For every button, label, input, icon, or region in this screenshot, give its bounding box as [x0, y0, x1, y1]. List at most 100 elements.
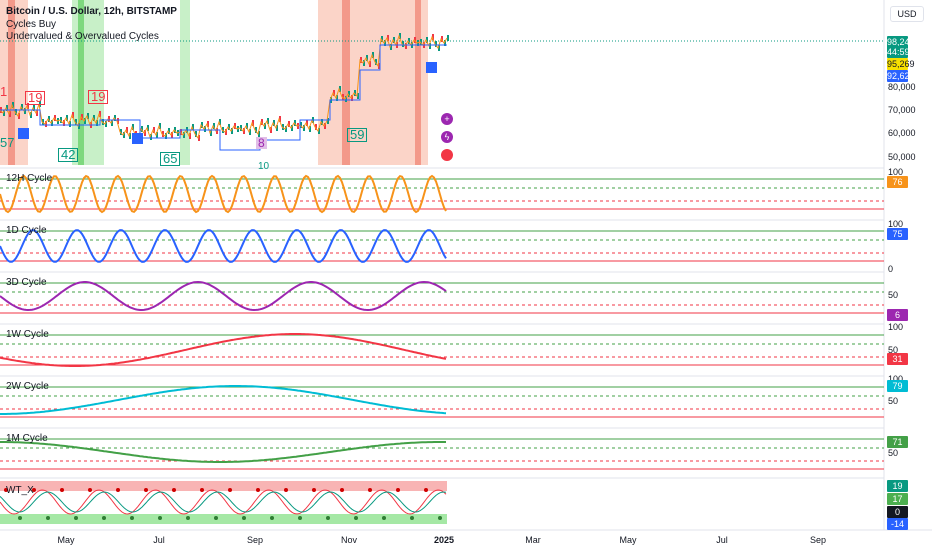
pane-title-wtx[interactable]: WT_X — [6, 485, 34, 496]
wt-dot — [200, 488, 204, 492]
level-badge-yellow: 95,269 — [887, 58, 915, 70]
pane-title-1m[interactable]: 1M Cycle — [6, 433, 48, 444]
support-steps — [0, 44, 447, 151]
pane-title-2w[interactable]: 2W Cycle — [6, 381, 49, 392]
wt-dot — [242, 516, 246, 520]
badge-1d: 75 — [887, 228, 908, 240]
cycle-line — [0, 333, 447, 367]
badge-wt-1: 19 — [887, 480, 908, 492]
candle — [42, 119, 44, 125]
candle — [300, 122, 302, 128]
candle — [162, 131, 164, 137]
candle — [255, 127, 257, 133]
candle — [345, 96, 347, 102]
candle — [189, 133, 191, 139]
pane-title-12h[interactable]: 12H Cycle — [6, 173, 53, 184]
plus-icon[interactable]: + — [441, 113, 453, 125]
cycle-number: 10 — [258, 161, 270, 172]
pane-title-1w[interactable]: 1W Cycle — [6, 329, 49, 340]
wt-dot — [228, 488, 232, 492]
candle — [285, 126, 287, 132]
candle — [390, 44, 392, 50]
wt-dot — [18, 516, 22, 520]
time-tick: Nov — [340, 535, 358, 545]
candle — [147, 125, 149, 131]
cycle-number: 19 — [25, 91, 46, 105]
candle — [192, 124, 194, 130]
price-tick: 70,000 — [888, 105, 916, 115]
pane-title-1d[interactable]: 1D Cycle — [6, 225, 47, 236]
candle — [309, 126, 311, 132]
candle — [447, 35, 449, 41]
candle — [60, 117, 62, 123]
candle — [210, 130, 212, 136]
candle — [219, 119, 221, 125]
currency-button[interactable]: USD — [890, 6, 924, 22]
time-tick: Sep — [809, 535, 827, 545]
candle — [306, 120, 308, 126]
candle — [342, 94, 344, 100]
wt-dot — [438, 516, 442, 520]
wt-dot — [424, 488, 428, 492]
badge-wt-2: 17 — [887, 493, 908, 505]
time-tick: May — [619, 535, 637, 545]
candle — [426, 37, 428, 43]
badge-1w: 31 — [887, 353, 908, 365]
candle — [114, 115, 116, 121]
wt-dot — [130, 516, 134, 520]
wt-dot — [368, 488, 372, 492]
time-tick: 2025 — [433, 535, 455, 545]
candle — [372, 52, 374, 58]
candle — [129, 133, 131, 139]
candle — [381, 36, 383, 42]
wt-dot — [158, 516, 162, 520]
candle — [429, 43, 431, 49]
indicator-cycles[interactable]: Undervalued & Overvalued Cycles — [6, 31, 159, 42]
candle — [84, 118, 86, 124]
badge-wt-3: 0 — [887, 506, 908, 518]
candle — [315, 124, 317, 130]
time-tick: May — [57, 535, 75, 545]
candle — [264, 123, 266, 129]
cycle-number: 8 — [256, 136, 267, 150]
badge-wt-4: -14 — [887, 518, 908, 530]
candle — [66, 115, 68, 121]
candle — [18, 113, 20, 119]
wt-line — [0, 489, 447, 515]
candle — [351, 95, 353, 101]
candle — [228, 124, 230, 130]
candle — [252, 120, 254, 126]
candle — [27, 103, 29, 109]
candle — [375, 59, 377, 65]
overvalued-zone — [342, 0, 350, 165]
candle — [348, 91, 350, 97]
pane-tick: 0 — [888, 264, 894, 274]
candle — [171, 132, 173, 138]
candle — [153, 127, 155, 133]
candle — [420, 39, 422, 45]
candle — [405, 43, 407, 49]
pane-title-3d[interactable]: 3D Cycle — [6, 277, 47, 288]
candle — [99, 111, 101, 117]
wt-dot — [298, 516, 302, 520]
candle — [165, 133, 167, 139]
candle — [288, 121, 290, 127]
candle — [150, 134, 152, 140]
candle — [69, 121, 71, 127]
cycle-line — [0, 385, 447, 415]
wt-dot — [74, 516, 78, 520]
candle — [270, 127, 272, 133]
flag-icon[interactable] — [441, 149, 453, 161]
candle — [399, 33, 401, 39]
flash-icon[interactable]: ϟ — [441, 131, 453, 143]
candle — [36, 110, 38, 116]
wt-dot — [186, 516, 190, 520]
countdown-badge: 44:59 — [887, 46, 910, 58]
candle — [318, 128, 320, 134]
candle — [438, 45, 440, 51]
indicator-cycles-buy[interactable]: Cycles Buy — [6, 19, 57, 30]
symbol-title[interactable]: Bitcoin / U.S. Dollar, 12h, BITSTAMP — [6, 6, 177, 17]
candle — [174, 127, 176, 133]
candle — [324, 123, 326, 129]
